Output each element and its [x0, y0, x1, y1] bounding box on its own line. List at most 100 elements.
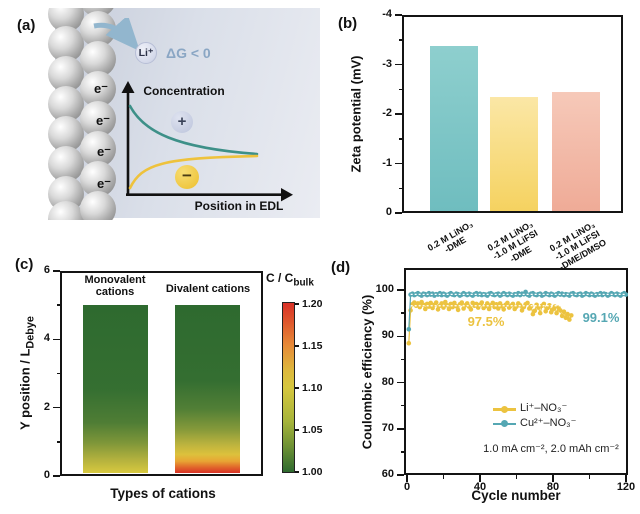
- axis-tick: [395, 63, 402, 66]
- column-label: Monovalent cations: [84, 274, 146, 299]
- li-ion-badge: Li⁺: [135, 42, 157, 64]
- axis-tick: [588, 475, 591, 479]
- colorbar: [282, 302, 295, 473]
- data-point: [505, 300, 510, 306]
- data-point: [446, 306, 452, 312]
- data-point: [406, 327, 412, 332]
- axis-tick: [53, 270, 60, 272]
- zeta-bar: [490, 97, 538, 211]
- y-tick-label: 100: [375, 283, 394, 295]
- li-efficiency-annotation: 97.5%: [467, 314, 505, 329]
- data-point: [559, 313, 565, 319]
- axis-tick: [56, 372, 60, 375]
- axis-tick: [398, 88, 402, 90]
- axis-tick: [398, 138, 402, 140]
- colorbar-tick-label: 1.15: [302, 339, 323, 352]
- panel-a-label: (a): [17, 17, 36, 34]
- category-label: 0.2 M LiNO₃ -DME: [426, 219, 475, 256]
- legend-marker-cu: [501, 420, 508, 428]
- y-tick-label: 90: [381, 329, 394, 342]
- axis-tick: [406, 475, 408, 482]
- data-point: [428, 300, 433, 306]
- data-point: [406, 340, 412, 346]
- electron-label: e⁻: [96, 176, 112, 191]
- data-point: [501, 307, 506, 312]
- axis-tick: [552, 475, 554, 482]
- colorbar-tick: [295, 303, 299, 305]
- data-point: [537, 310, 543, 316]
- x-tick-label: 0: [403, 481, 411, 493]
- axis-tick: [398, 39, 402, 41]
- heatmap-column: [83, 305, 148, 474]
- y-tick-label: 0: [43, 469, 50, 481]
- zeta-bar: [430, 45, 478, 211]
- y-tick-label: 2: [43, 400, 50, 413]
- data-point: [435, 307, 441, 312]
- electron-label: e⁻: [96, 144, 112, 159]
- data-point: [486, 306, 492, 312]
- category-label: 0.2 M LiNO₃ -1.0 M LiFSI -DME/DMSO: [547, 219, 608, 272]
- y-axis-arrowhead: [121, 81, 135, 93]
- d-x-axis-title: Cycle number: [471, 488, 561, 503]
- axis-tick: [395, 212, 402, 214]
- ion-release-arrow: [93, 18, 140, 52]
- colorbar-tick-label: 1.20: [302, 297, 323, 310]
- data-point: [510, 301, 516, 307]
- axis-tick: [53, 406, 60, 409]
- axis-tick: [400, 451, 404, 453]
- efficiency-scatter: [406, 289, 628, 346]
- sphere-column-left: [48, 8, 84, 220]
- heatmap-column: [175, 305, 240, 474]
- data-point: [623, 292, 628, 297]
- axis-tick: [397, 289, 404, 291]
- colorbar-tick-label: 1.05: [302, 423, 323, 436]
- legend-marker-li: [501, 405, 508, 413]
- axis-tick: [479, 475, 481, 482]
- column-label: Divalent cations: [165, 283, 251, 295]
- axis-tick: [395, 162, 402, 165]
- axis-tick: [397, 428, 404, 430]
- b-y-axis-title: Zeta potential (mV): [348, 55, 364, 173]
- data-point: [496, 306, 501, 311]
- data-point: [468, 307, 474, 312]
- y-tick-label: 0: [385, 206, 392, 218]
- axis-tick: [53, 475, 60, 477]
- axis-tick: [515, 475, 518, 479]
- colorbar-tick: [295, 429, 299, 431]
- colorbar-tick: [295, 471, 299, 473]
- y-tick-label: 4: [43, 332, 50, 345]
- data-point: [561, 309, 567, 314]
- y-tick-label: -3: [382, 57, 392, 70]
- data-point: [554, 310, 559, 316]
- axis-tick: [53, 338, 60, 341]
- cu-efficiency-annotation: 99.1%: [582, 310, 620, 325]
- colorbar-title-sub: bulk: [293, 277, 314, 289]
- electron-label: e⁻: [93, 81, 109, 96]
- axis-tick: [397, 335, 404, 337]
- data-point: [490, 300, 496, 306]
- data-point: [532, 308, 538, 314]
- axis-tick: [56, 304, 60, 306]
- test-condition-text: 1.0 mA cm⁻², 2.0 mAh cm⁻²: [483, 443, 619, 455]
- data-point: [536, 305, 541, 310]
- y-tick-label: -2: [382, 107, 392, 119]
- x-axis-arrowhead: [281, 188, 293, 202]
- axis-tick: [400, 358, 404, 361]
- position-axis-label: Position in EDL: [194, 199, 284, 213]
- data-point: [455, 307, 461, 313]
- colorbar-title-main: C / C: [266, 271, 294, 285]
- colorbar-title: C / Cbulk: [266, 271, 314, 288]
- data-point: [479, 300, 485, 305]
- data-point: [567, 317, 572, 322]
- li-ion-label: Li⁺: [138, 47, 154, 59]
- c-x-axis-title: Types of cations: [110, 486, 216, 501]
- y-tick-label: 60: [381, 468, 394, 480]
- concentration-axis-label: Concentration: [143, 84, 225, 98]
- zeta-bar: [552, 92, 600, 211]
- data-point: [558, 308, 563, 313]
- data-point: [439, 301, 444, 306]
- edl-concentration-plot: [121, 81, 293, 202]
- gibbs-energy-text: ΔG < 0: [166, 45, 211, 61]
- colorbar-tick: [295, 345, 299, 347]
- data-point: [569, 313, 574, 318]
